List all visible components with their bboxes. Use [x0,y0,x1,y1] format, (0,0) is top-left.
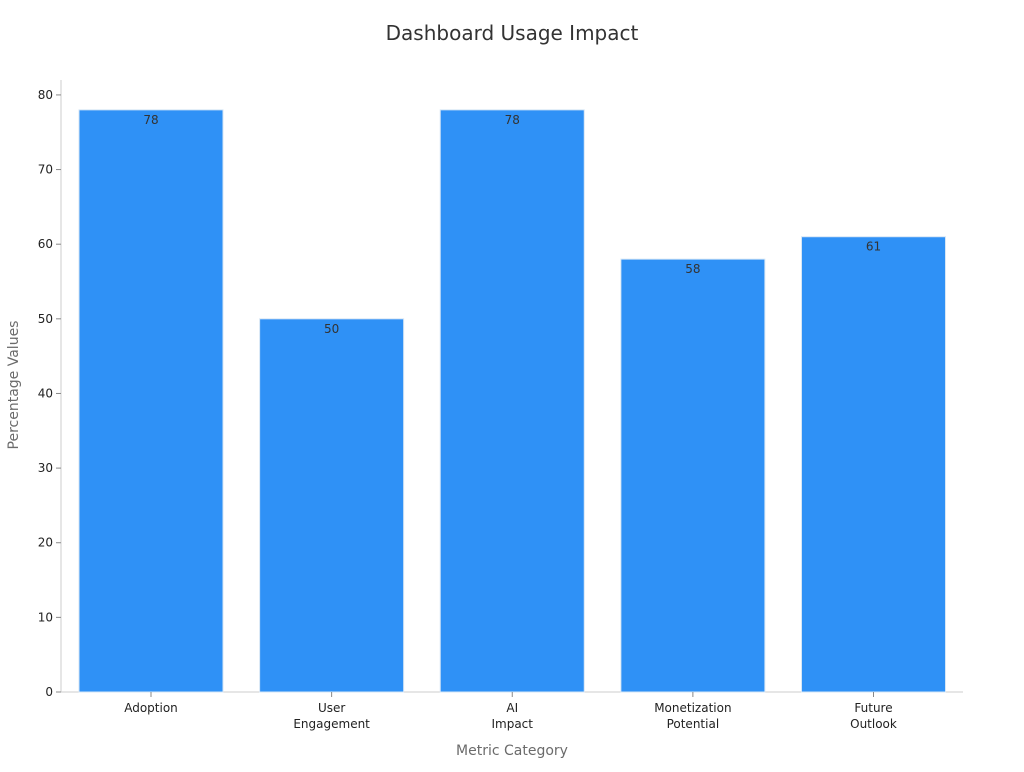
x-tick-label-line: AI [506,701,518,715]
y-tick-label: 80 [38,88,53,102]
x-tick-label-line: Potential [667,717,720,731]
bar [78,109,224,693]
bar [620,258,766,693]
bar-value-label: 78 [505,113,520,127]
x-tick-label-line: Future [854,701,892,715]
x-tick-label: User Engagement [293,701,370,731]
x-tick-label: AI Impact [491,701,533,731]
chart-title: Dashboard Usage Impact [386,21,639,45]
bar-value-label: 50 [324,322,339,336]
bar [259,318,405,693]
y-tick-label: 40 [38,386,53,400]
plot-area: 0 10 20 30 40 50 60 70 80 78 Adoption 50 User Engagem… [38,80,963,731]
y-tick-label: 0 [45,685,53,699]
bar [801,236,946,693]
x-tick-label-line: User [318,701,345,715]
y-tick-label: 30 [38,461,53,475]
y-tick-label: 10 [38,610,53,624]
y-axis-title: Percentage Values [6,321,22,450]
y-tick-label: 20 [38,536,53,550]
x-tick-label: Future Outlook [850,701,897,731]
y-tick-label: 60 [38,237,53,251]
bar [439,109,585,693]
y-tick-label: 70 [38,163,53,177]
x-axis-title: Metric Category [456,743,568,759]
y-tick-label: 50 [38,312,53,326]
x-tick-label-line: Outlook [850,717,897,731]
bar-value-label: 61 [866,240,881,254]
x-tick-label: Adoption [124,701,178,715]
x-tick-label-line: Engagement [293,717,370,731]
x-tick-label-line: Adoption [124,701,178,715]
x-tick-label: Monetization Potential [654,701,731,731]
x-tick-label-line: Monetization [654,701,731,715]
x-tick-label-line: Impact [491,717,533,731]
bar-value-label: 78 [143,113,158,127]
bar-value-label: 58 [685,262,700,276]
